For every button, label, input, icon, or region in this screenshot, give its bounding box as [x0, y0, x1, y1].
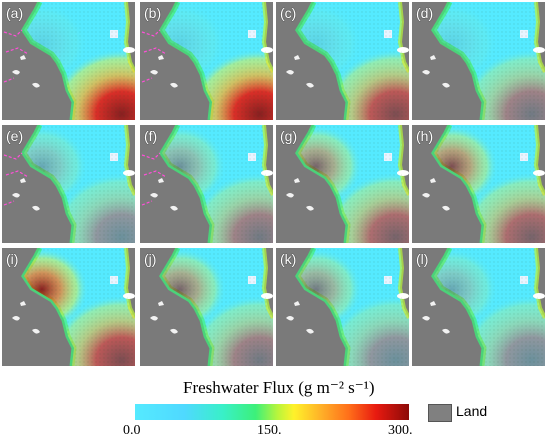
land-lakes: [286, 301, 314, 334]
river-lines: [141, 152, 167, 206]
map-panel: (l): [412, 248, 545, 366]
colorbar-title: Freshwater Flux (g m⁻² s⁻¹): [183, 378, 375, 397]
panel-label: (f): [144, 128, 158, 144]
map-panel: (c): [276, 2, 409, 120]
land-lakes: [12, 178, 40, 211]
panel-label: (a): [6, 5, 24, 21]
panel-label: (j): [144, 251, 157, 267]
land-lakes: [150, 301, 178, 334]
panel-label: (i): [6, 251, 19, 267]
land-lakes: [286, 178, 314, 211]
panel-label: (g): [280, 128, 298, 144]
map-panel: (f): [140, 125, 273, 243]
river-lines: [3, 152, 29, 206]
flux-map: [150, 248, 273, 366]
colorbar-tick-min: 0.0: [123, 423, 141, 438]
panel-label: (d): [416, 5, 434, 21]
panel-label: (b): [144, 5, 162, 21]
flux-map: [3, 125, 135, 243]
map-panel: (i): [2, 248, 135, 366]
land-lakes: [150, 55, 178, 88]
river-lines: [3, 29, 29, 83]
river-lines: [141, 29, 167, 83]
map-panel: (e): [2, 125, 135, 243]
land-lakes: [422, 55, 450, 88]
map-panel: (h): [412, 125, 545, 243]
flux-vector-field: [434, 248, 545, 366]
flux-vector-field: [162, 248, 273, 366]
colorbar-tick-mid: 150.: [257, 423, 282, 438]
flux-map: [286, 2, 409, 120]
flux-map: [3, 2, 135, 120]
land-lakes: [422, 301, 450, 334]
flux-map: [12, 248, 135, 366]
map-panel: (a): [2, 2, 135, 120]
flux-map: [422, 125, 545, 243]
flux-map: [422, 248, 545, 366]
land-lakes: [12, 55, 40, 88]
map-panel: (d): [412, 2, 545, 120]
map-panel: (g): [276, 125, 409, 243]
land-lakes: [150, 178, 178, 211]
land-lakes: [12, 301, 40, 334]
land-label: Land: [456, 403, 488, 419]
flux-vector-field: [162, 125, 273, 243]
flux-map: [422, 2, 545, 120]
flux-map: [141, 2, 273, 120]
map-panel: (j): [140, 248, 273, 366]
panel-label: (e): [6, 128, 24, 144]
map-panel: (b): [140, 2, 273, 120]
land-lakes: [422, 178, 450, 211]
land-swatch: [428, 404, 452, 422]
flux-map: [286, 125, 409, 243]
panel-label: (h): [416, 128, 434, 144]
panel-label: (l): [416, 251, 429, 267]
colorbar: [135, 404, 409, 420]
land-lakes: [286, 55, 314, 88]
flux-vector-field: [24, 248, 135, 366]
colorbar-tick-max: 300.: [388, 423, 413, 438]
flux-map: [141, 125, 273, 243]
panel-label: (k): [280, 251, 297, 267]
panel-grid: (a) (b) (c) (d) (e) (f) (g) (h) (i) (j) (k) (l): [2, 2, 545, 366]
flux-map: [286, 248, 409, 366]
panel-label: (c): [280, 5, 297, 21]
map-panel: (k): [276, 248, 409, 366]
